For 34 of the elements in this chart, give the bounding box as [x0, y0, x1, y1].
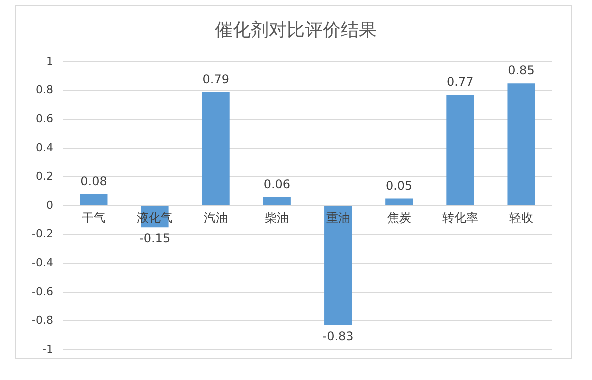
data-label: 0.79: [202, 72, 230, 86]
y-tick-label: -0.6: [32, 285, 54, 298]
data-label: 0.77: [447, 75, 474, 90]
y-tick-label: 0.8: [36, 84, 54, 97]
y-tick-label: 0.4: [36, 141, 54, 154]
y-tick-label: -0.2: [32, 228, 54, 241]
y-tick-label: 1: [46, 54, 54, 68]
bar: [263, 197, 291, 206]
y-tick-label: 0.2: [36, 170, 54, 184]
chart-title: 催化剂对比评价结果: [214, 19, 378, 42]
bar: [446, 95, 474, 206]
bar: [324, 206, 352, 326]
x-tick-label: 干气: [82, 211, 106, 226]
bar: [508, 84, 536, 206]
data-label: -0.15: [140, 232, 171, 246]
y-tick-label: -1: [42, 342, 54, 356]
y-tick-label: -0.4: [32, 256, 54, 270]
y-tick-label: 0.6: [36, 112, 54, 126]
y-tick-label: 0: [46, 198, 54, 212]
data-label: -0.83: [322, 330, 354, 344]
y-tick-label: -0.8: [32, 314, 54, 328]
x-tick-label: 柴油: [265, 211, 290, 226]
bar: [80, 194, 108, 206]
x-tick-label: 重油: [326, 211, 350, 226]
data-label: 0.06: [264, 177, 291, 192]
x-tick-label: 转化率: [442, 211, 478, 226]
x-tick-label: 轻收: [509, 211, 534, 226]
x-tick-label: 焦炭: [387, 211, 412, 226]
x-tick-label: 汽油: [204, 211, 228, 226]
bar: [386, 198, 414, 206]
data-label: 0.08: [80, 174, 108, 189]
data-label: 0.85: [508, 64, 535, 78]
bar: [202, 92, 230, 206]
data-label: 0.05: [386, 178, 413, 193]
